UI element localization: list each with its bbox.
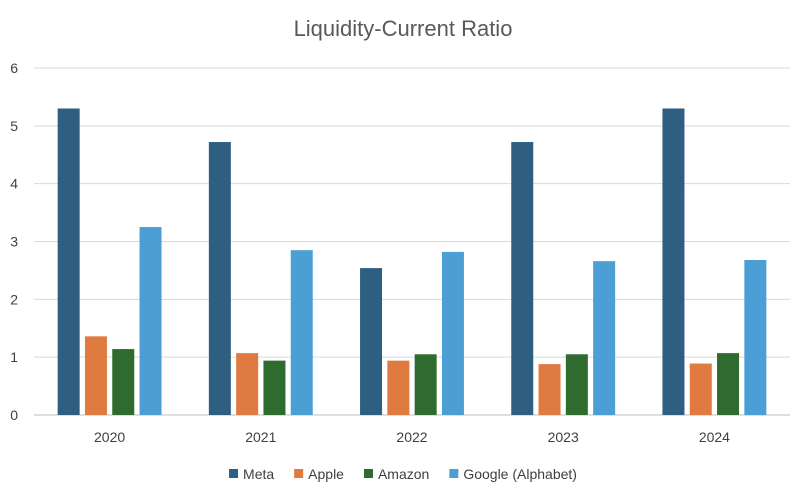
bar-google-alphabet-2024 xyxy=(744,260,767,415)
bar-apple-2024 xyxy=(689,363,712,415)
y-tick-label: 4 xyxy=(10,176,18,192)
bar-google-alphabet-2020 xyxy=(139,227,162,415)
bar-apple-2020 xyxy=(84,336,107,415)
legend-label: Apple xyxy=(308,466,344,482)
bar-apple-2023 xyxy=(538,364,561,415)
y-tick-label: 5 xyxy=(10,118,18,134)
legend-item-meta: Meta xyxy=(229,466,274,482)
bar-amazon-2020 xyxy=(112,349,135,415)
legend-swatch xyxy=(449,469,459,478)
legend-item-amazon: Amazon xyxy=(363,466,429,482)
bar-meta-2024 xyxy=(662,108,685,415)
x-axis-ticks: 2020 2021 2022 2023 2024 xyxy=(94,429,730,445)
y-tick-label: 3 xyxy=(10,234,18,250)
legend-swatch xyxy=(229,469,239,478)
x-tick-label: 2020 xyxy=(94,429,125,445)
legend-label: Amazon xyxy=(378,466,429,482)
bars xyxy=(57,108,767,415)
bar-meta-2021 xyxy=(208,142,231,415)
bar-amazon-2022 xyxy=(414,354,437,415)
bar-meta-2023 xyxy=(511,142,534,415)
bar-amazon-2021 xyxy=(263,360,286,415)
legend: Meta Apple Amazon Google (Alphabet) xyxy=(229,466,577,482)
y-axis-ticks: 0 1 2 3 4 5 6 xyxy=(10,60,18,423)
y-tick-label: 1 xyxy=(10,349,18,365)
chart-title: Liquidity-Current Ratio xyxy=(294,16,513,41)
bar-google-alphabet-2021 xyxy=(290,250,313,415)
bar-amazon-2023 xyxy=(565,354,588,415)
x-tick-label: 2023 xyxy=(548,429,579,445)
y-tick-label: 0 xyxy=(10,407,18,423)
legend-label: Google (Alphabet) xyxy=(463,466,577,482)
bar-apple-2021 xyxy=(236,353,259,415)
bar-meta-2022 xyxy=(360,268,383,415)
bar-apple-2022 xyxy=(387,360,410,415)
x-tick-label: 2021 xyxy=(245,429,276,445)
bar-google-alphabet-2023 xyxy=(593,261,616,415)
legend-item-google-alphabet: Google (Alphabet) xyxy=(449,466,577,482)
bar-amazon-2024 xyxy=(717,353,740,415)
legend-swatch xyxy=(294,469,304,478)
y-tick-label: 2 xyxy=(10,291,18,307)
bar-google-alphabet-2022 xyxy=(441,251,464,415)
x-tick-label: 2024 xyxy=(699,429,730,445)
legend-label: Meta xyxy=(243,466,274,482)
bar-meta-2020 xyxy=(57,108,80,415)
y-tick-label: 6 xyxy=(10,60,18,76)
legend-swatch xyxy=(363,469,373,478)
x-tick-label: 2022 xyxy=(396,429,427,445)
legend-item-apple: Apple xyxy=(294,466,344,482)
